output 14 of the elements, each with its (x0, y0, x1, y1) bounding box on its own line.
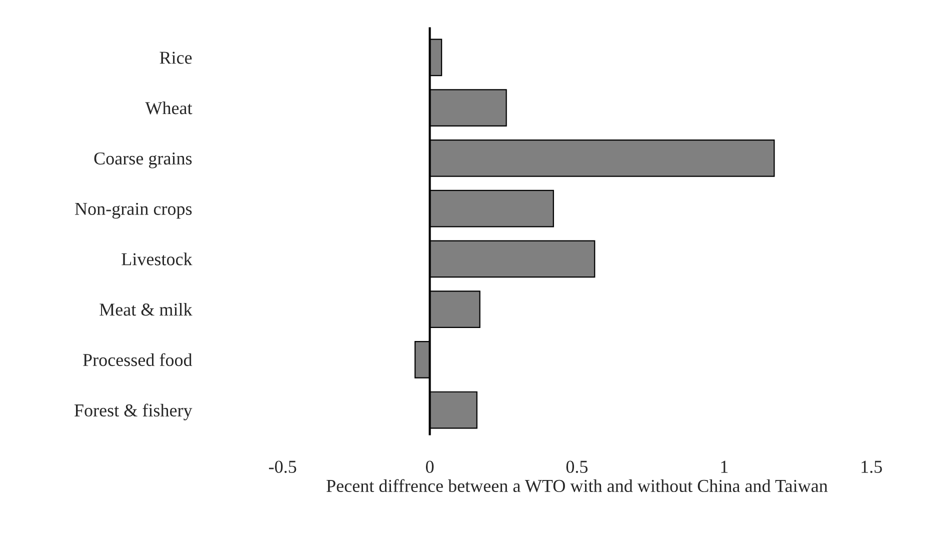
x-axis-title: Pecent diffrence between a WTO with and without China and Taiwan (326, 479, 828, 492)
x-tick-label: 0 (426, 460, 434, 473)
y-tick-label: Forest & fishery (74, 404, 192, 420)
y-tick-label: Wheat (145, 102, 192, 114)
y-tick-label: Meat & milk (100, 303, 192, 316)
x-tick-label: 1.5 (862, 460, 882, 473)
y-tick-label: Processed food (83, 353, 192, 366)
y-tick-label: Coarse grains (94, 152, 192, 168)
y-tick-label: Non-grain crops (75, 202, 192, 219)
x-tick-label: 1 (721, 460, 728, 473)
x-tick-label: -0.5 (268, 460, 296, 473)
y-tick-label: Livestock (122, 252, 192, 266)
y-tick-label: Rice (160, 52, 192, 64)
x-tick-label: 0.5 (566, 460, 588, 473)
